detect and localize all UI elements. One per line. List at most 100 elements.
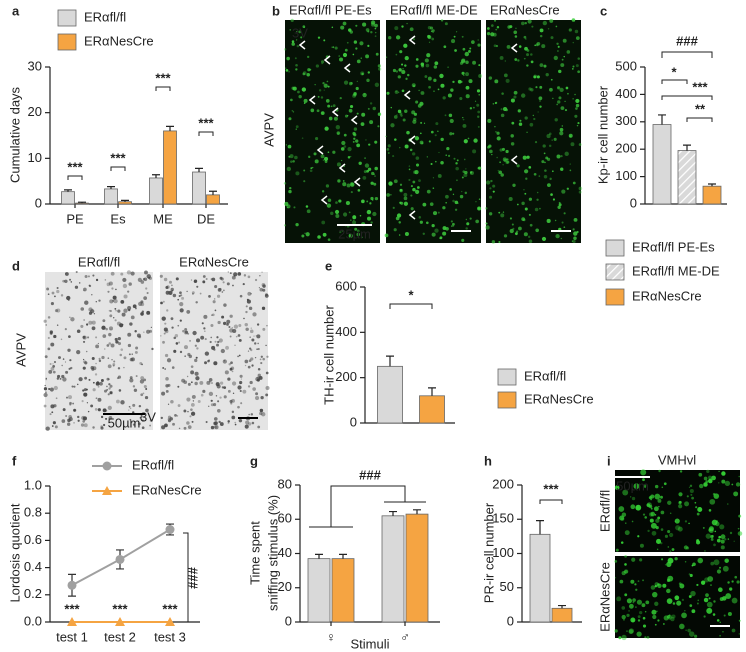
cell (123, 308, 128, 313)
frame-label: ERαNesCre (179, 254, 249, 269)
cell (211, 345, 216, 350)
cell (697, 507, 703, 513)
x-tick-label: test 1 (56, 629, 88, 644)
cell (697, 557, 704, 564)
cell (142, 278, 146, 281)
cell (82, 340, 86, 343)
cell (250, 292, 252, 295)
x-tick-label: test 2 (104, 629, 136, 644)
cell (370, 22, 376, 27)
cell (352, 215, 357, 220)
arrowhead (510, 43, 518, 53)
cell (705, 533, 711, 539)
cell (160, 416, 163, 420)
cell (289, 29, 291, 31)
cell (469, 47, 472, 50)
bracket (661, 95, 713, 100)
cell (123, 366, 125, 369)
cell (332, 104, 336, 107)
cell (205, 278, 208, 281)
cell (564, 109, 568, 112)
arrowhead (408, 35, 416, 45)
cell (171, 366, 175, 369)
cell (429, 202, 434, 207)
cell (452, 222, 455, 226)
annotation: *** (198, 115, 214, 130)
cell (411, 110, 416, 115)
cell (455, 31, 458, 33)
cell (575, 36, 580, 40)
cell (440, 83, 445, 88)
cell (465, 60, 469, 65)
cell (455, 166, 459, 171)
cell (716, 619, 720, 622)
cell (244, 359, 249, 364)
cell (666, 615, 671, 619)
cell (515, 27, 517, 30)
panel-letter: d (12, 258, 20, 273)
cell (356, 229, 360, 233)
cell (690, 493, 693, 496)
cell (117, 309, 121, 313)
cell (409, 148, 413, 152)
cell (645, 600, 650, 605)
y-axis-label: Time spent (247, 521, 262, 585)
cell (546, 157, 551, 161)
cell (660, 495, 663, 499)
cell (393, 228, 397, 232)
cell (422, 202, 427, 207)
cell (104, 279, 107, 281)
cell (254, 278, 258, 282)
cell (191, 420, 194, 423)
cell (178, 427, 181, 430)
cell (45, 379, 47, 381)
cell (669, 550, 672, 553)
cell (461, 35, 464, 38)
cell (575, 98, 580, 104)
cell (528, 87, 532, 91)
cell (572, 98, 574, 100)
cell (366, 78, 370, 83)
cell (395, 90, 398, 93)
cell (500, 173, 504, 177)
cell (399, 50, 403, 54)
cell (461, 190, 463, 193)
cell (109, 314, 113, 318)
cell (248, 306, 253, 311)
cell (226, 323, 229, 326)
cell (389, 193, 392, 196)
cell (204, 351, 210, 356)
cell (393, 115, 398, 119)
cell (477, 43, 481, 47)
cell (558, 203, 562, 207)
cell (653, 506, 659, 512)
cell (65, 370, 69, 374)
arrowhead (408, 210, 416, 220)
cell (163, 277, 168, 282)
cell (335, 201, 338, 204)
y-tick-label: 10 (28, 150, 42, 165)
cell (521, 201, 525, 206)
cell (145, 388, 148, 391)
cell (358, 161, 362, 165)
cell (119, 353, 122, 357)
cell (111, 287, 114, 290)
cell (440, 137, 444, 142)
cell (652, 614, 657, 620)
cell (491, 153, 493, 156)
cell (437, 174, 442, 178)
cell (529, 223, 533, 227)
cell (314, 159, 319, 164)
cell (574, 114, 578, 118)
cell (109, 384, 113, 388)
cell (257, 367, 261, 371)
arrowhead (338, 163, 346, 173)
cell (260, 396, 264, 400)
cell (735, 482, 741, 487)
cell (326, 80, 329, 83)
y-tick-label: 30 (28, 58, 42, 73)
cell (309, 169, 313, 173)
error-bar (209, 190, 217, 195)
cell (390, 123, 395, 128)
cell (189, 415, 192, 418)
